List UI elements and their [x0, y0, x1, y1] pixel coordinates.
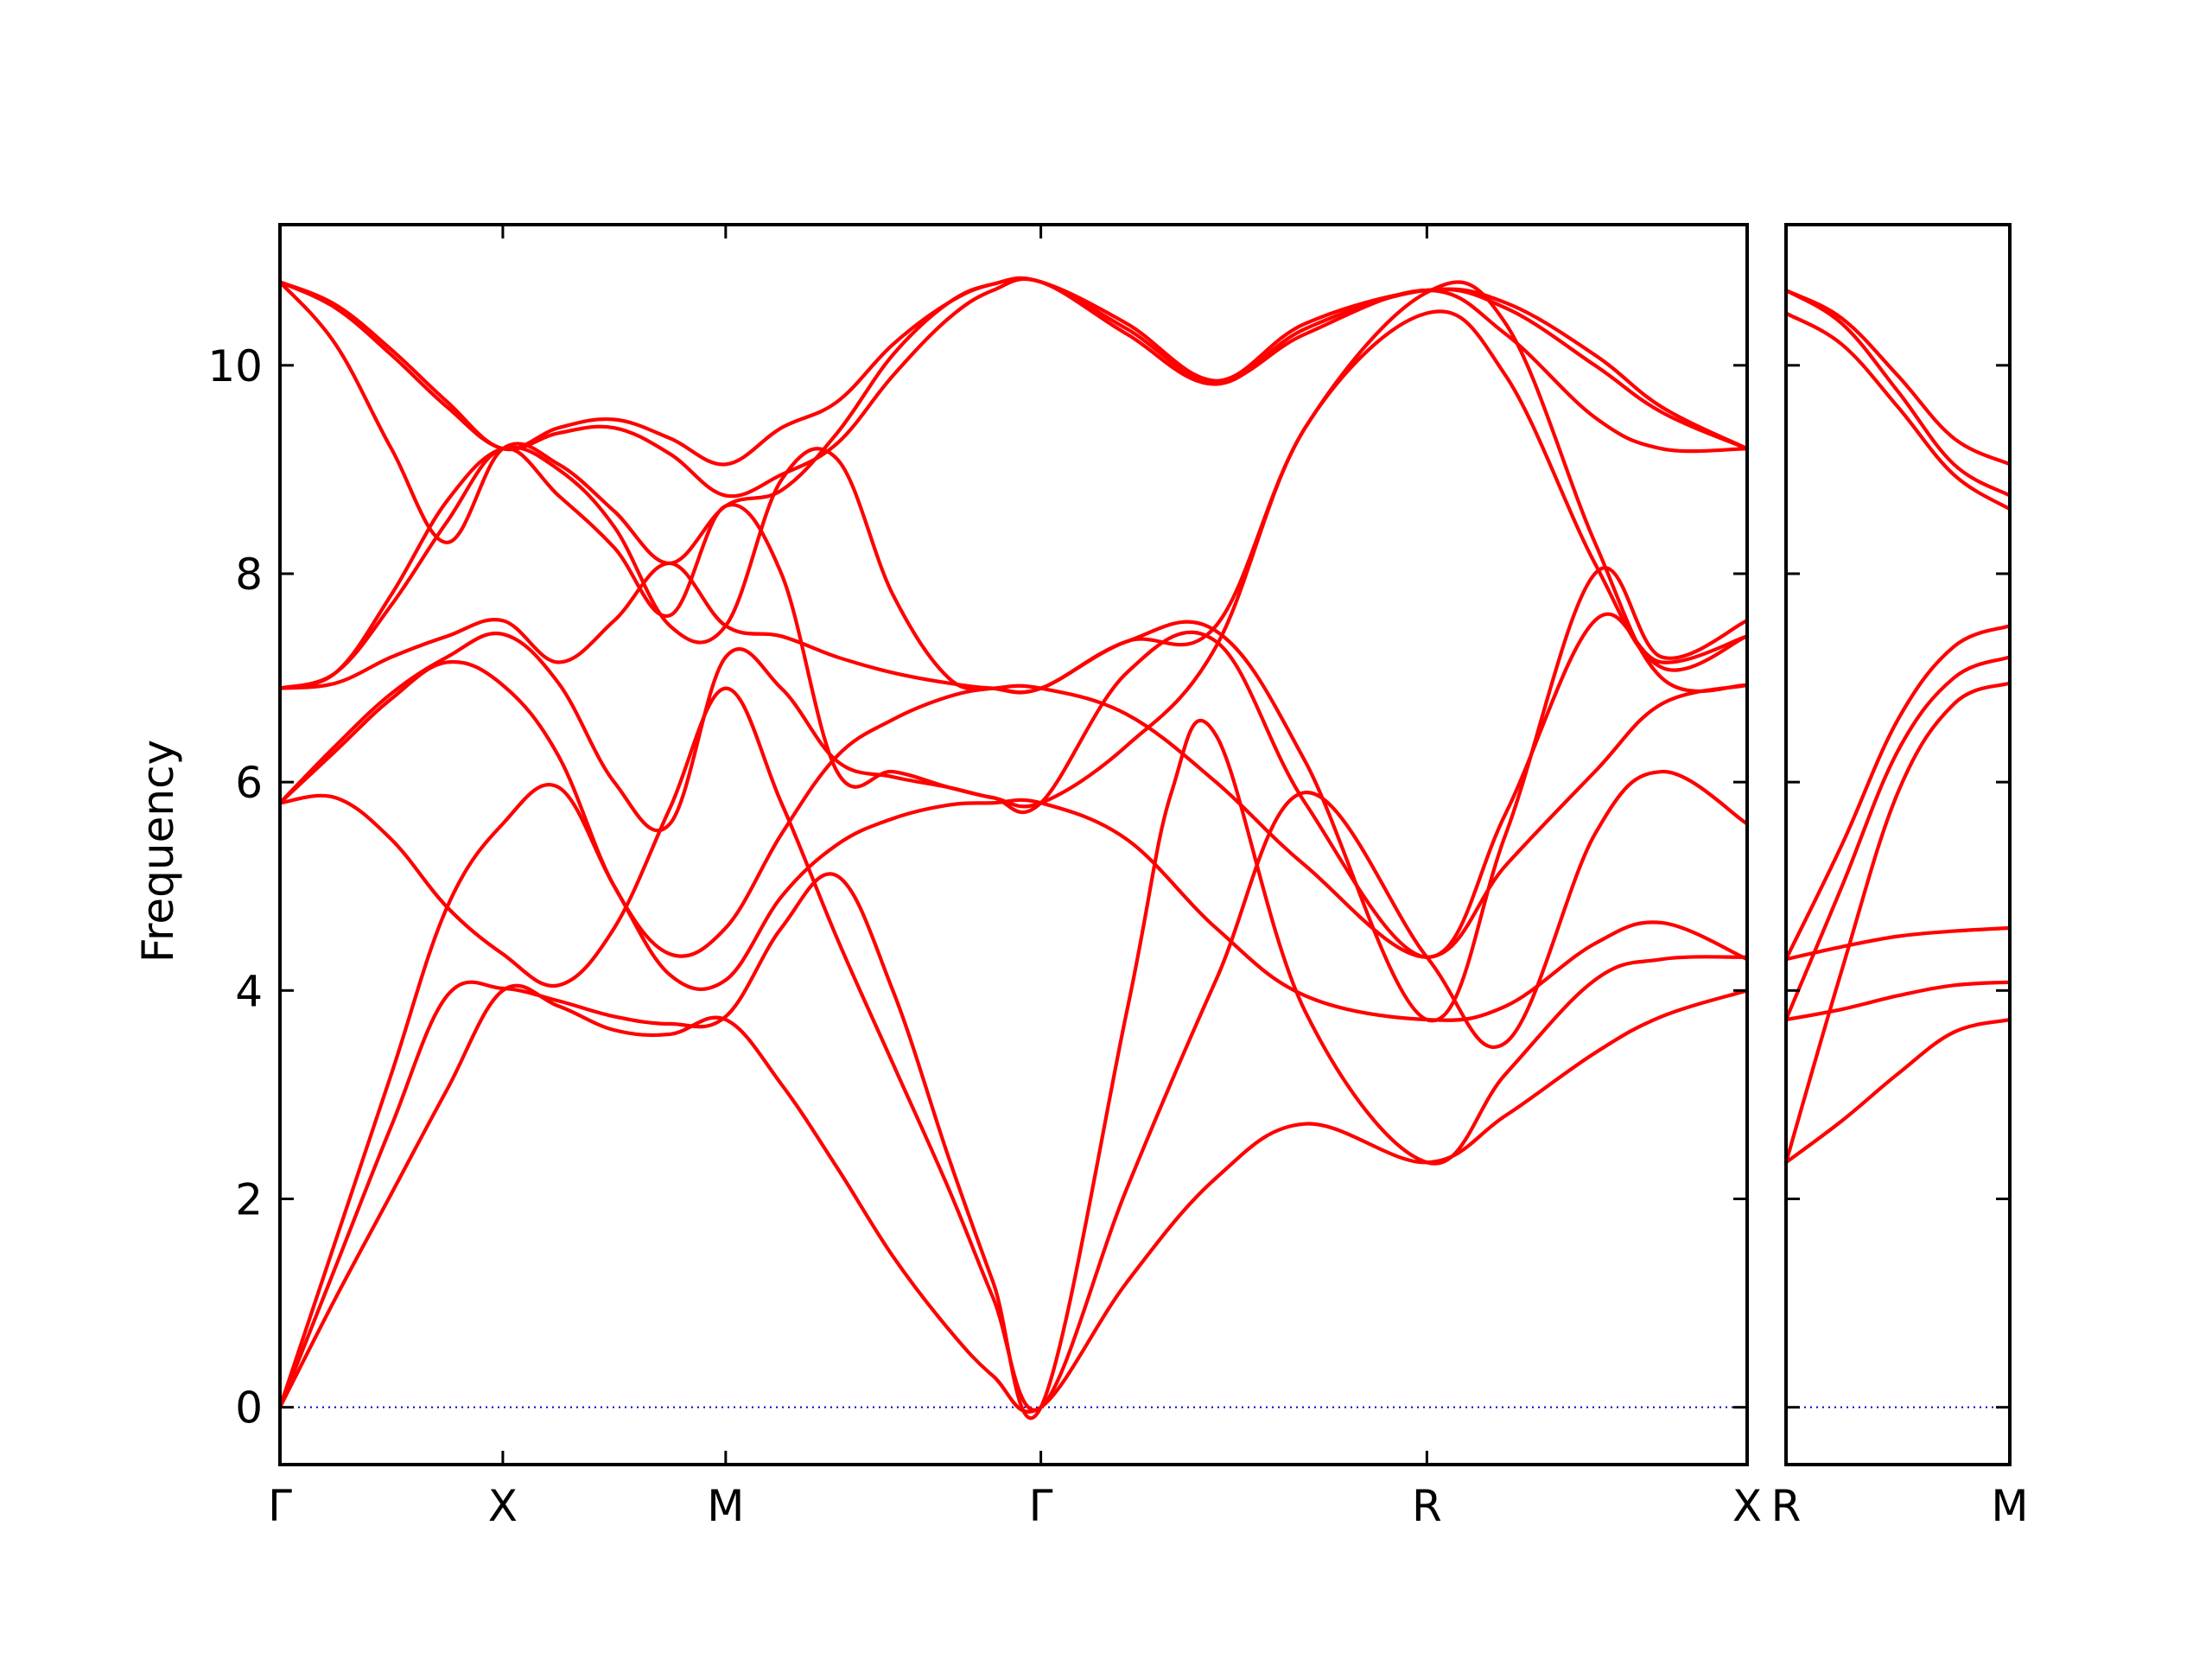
y-tick-label: 8	[235, 550, 263, 600]
band-line-3	[277, 783, 1750, 1409]
band-line-7	[1783, 311, 2012, 512]
x-tick-label-kpoint: R	[1771, 1481, 1802, 1531]
band-line-5	[277, 659, 1750, 959]
y-tick-label: 0	[235, 1383, 263, 1433]
band-line-4	[277, 686, 1750, 1412]
band-line-2	[1783, 681, 2012, 1165]
y-tick-label: 4	[235, 966, 263, 1016]
y-tick-label: 2	[235, 1175, 263, 1225]
y-tick-label: 10	[207, 341, 263, 391]
band-line-2	[277, 719, 1750, 1421]
x-tick-label-kpoint: X	[1732, 1481, 1762, 1531]
plot-frame	[1784, 223, 2012, 1466]
x-tick-label-kpoint: M	[1991, 1481, 2028, 1531]
band-line-6	[1783, 925, 2012, 962]
x-tick-label-kpoint: M	[707, 1481, 744, 1531]
band-line-3	[1783, 980, 2012, 1022]
band-line-10	[277, 276, 1750, 566]
band-line-4	[1783, 655, 2012, 1022]
plot-frame	[278, 223, 1749, 1466]
y-tick-label: 6	[235, 758, 263, 808]
main-panel: 0 2 4 6 8 10 Γ X M Γ R X	[207, 223, 1762, 1531]
x-tick-label-kpoint: Γ	[1029, 1481, 1053, 1531]
y-axis-label: Frequency	[133, 740, 183, 963]
band-line-1	[1783, 1017, 2012, 1165]
x-tick-label-kpoint: X	[488, 1481, 518, 1531]
band-line-12	[277, 276, 1750, 467]
band-line-8	[1783, 288, 2012, 498]
x-tick-label-kpoint: Γ	[268, 1481, 292, 1531]
band-line-5	[1783, 624, 2012, 962]
band-line-9	[1783, 288, 2012, 467]
x-tick-label-kpoint: R	[1412, 1481, 1442, 1531]
